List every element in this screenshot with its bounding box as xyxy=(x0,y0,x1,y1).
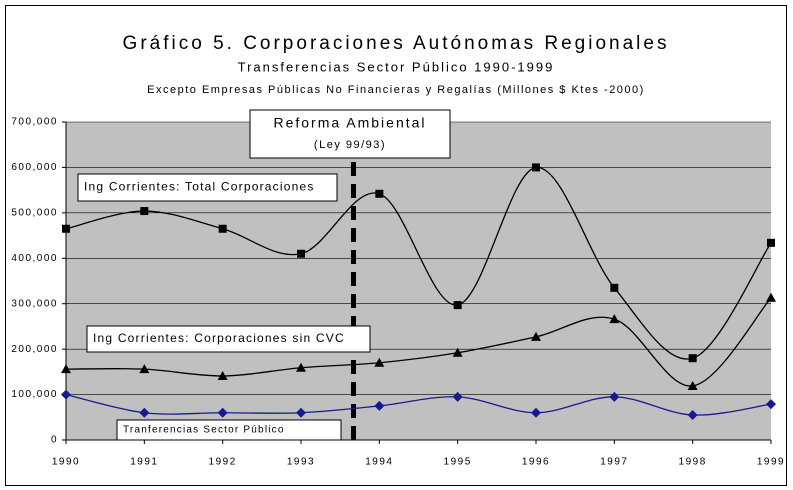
x-tick-label: 1998 xyxy=(679,457,707,468)
annotation-box xyxy=(249,109,451,159)
y-tick-label: 200,000 xyxy=(11,344,58,355)
marker xyxy=(297,249,305,258)
marker xyxy=(687,410,698,421)
y-tick-label: 700,000 xyxy=(11,117,58,128)
marker xyxy=(452,391,463,402)
marker xyxy=(61,364,71,374)
y-tick-label: 400,000 xyxy=(11,253,58,264)
annotation: (Ley 99/93) xyxy=(314,139,386,151)
series-label: Ing Corrientes: Total Corporaciones xyxy=(84,180,315,194)
series-line xyxy=(65,393,772,416)
marker xyxy=(452,347,463,357)
chart-title: Gráfico 5. Corporaciones Autónomas Regio… xyxy=(123,33,670,54)
marker xyxy=(609,314,620,324)
marker xyxy=(767,238,775,247)
x-tick-label: 1992 xyxy=(209,457,237,468)
marker xyxy=(375,189,384,198)
y-tick-label: 500,000 xyxy=(11,207,58,218)
marker xyxy=(217,370,228,380)
marker xyxy=(374,357,385,367)
series-line xyxy=(65,297,772,387)
x-tick-label: 1999 xyxy=(757,457,785,468)
marker xyxy=(140,207,149,216)
marker xyxy=(532,163,540,172)
marker xyxy=(688,354,697,363)
marker xyxy=(766,399,776,410)
marker xyxy=(609,391,620,402)
annotation: Reforma Ambiental xyxy=(273,115,426,131)
marker xyxy=(139,364,150,374)
series-label-box xyxy=(77,173,338,202)
series-line xyxy=(65,166,772,360)
marker xyxy=(531,407,541,418)
x-tick-label: 1994 xyxy=(365,457,393,468)
marker xyxy=(687,380,698,390)
y-tick-label: 0 xyxy=(51,435,58,446)
chart-subtitle: Transferencias Sector Público 1990-1999 xyxy=(238,59,555,74)
chart-note: Excepto Empresas Públicas No Financieras… xyxy=(147,84,645,96)
x-tick-label: 1996 xyxy=(522,457,550,468)
marker xyxy=(453,301,462,310)
x-tick-label: 1990 xyxy=(52,457,80,468)
y-tick-label: 600,000 xyxy=(11,162,58,173)
marker xyxy=(531,331,541,341)
x-tick-label: 1995 xyxy=(444,457,472,468)
series-label: Tranferencias Sector Público xyxy=(123,425,285,436)
marker xyxy=(139,407,150,418)
marker xyxy=(61,389,71,400)
marker xyxy=(62,224,70,233)
y-tick-label: 300,000 xyxy=(11,298,58,309)
x-tick-label: 1997 xyxy=(600,457,628,468)
series-label-box xyxy=(86,325,371,353)
x-tick-label: 1991 xyxy=(130,457,158,468)
marker xyxy=(610,283,619,292)
marker xyxy=(766,292,776,302)
y-tick-label: 100,000 xyxy=(11,389,58,400)
series-label: Ing Corrientes: Corporaciones sin CVC xyxy=(93,331,345,345)
marker xyxy=(217,407,228,418)
series-label-box xyxy=(116,419,342,441)
marker xyxy=(296,362,306,372)
plot-background xyxy=(66,122,771,440)
x-tick-label: 1993 xyxy=(287,457,315,468)
marker xyxy=(218,224,227,233)
marker xyxy=(296,407,306,418)
marker xyxy=(374,400,385,411)
